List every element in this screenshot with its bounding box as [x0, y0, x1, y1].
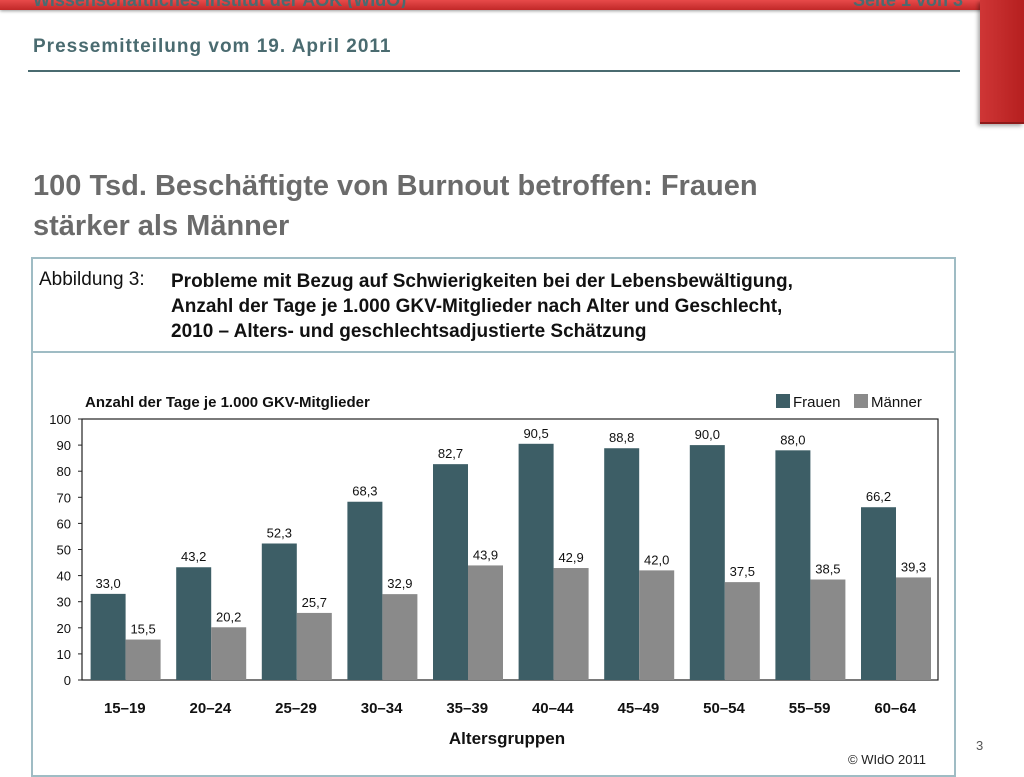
data-label-maenner: 32,9: [387, 576, 412, 591]
bar-frauen: [261, 543, 297, 680]
x-axis-title: Altersgruppen: [449, 729, 565, 748]
y-tick-label: 40: [57, 569, 71, 584]
data-label-frauen: 90,0: [695, 427, 720, 442]
x-tick-label: 40–44: [532, 700, 574, 717]
data-label-maenner: 42,9: [558, 550, 583, 565]
bar-frauen: [176, 567, 212, 680]
bar-frauen: [347, 501, 383, 680]
bar-maenner: [468, 565, 503, 680]
x-tick-label: 35–39: [446, 700, 488, 717]
bar-frauen: [433, 464, 468, 680]
bar-maenner: [639, 570, 675, 680]
data-label-frauen: 66,2: [866, 489, 891, 504]
y-tick-label: 20: [57, 621, 71, 636]
y-tick-label: 60: [57, 516, 71, 531]
x-tick-label: 60–64: [874, 700, 916, 717]
data-label-frauen: 33,0: [95, 576, 120, 591]
x-tick-label: 30–34: [361, 700, 403, 717]
bar-maenner: [724, 582, 760, 680]
data-label-frauen: 68,3: [352, 484, 377, 499]
figure-title: Probleme mit Bezug auf Schwierigkeiten b…: [171, 269, 931, 344]
y-tick-label: 80: [57, 464, 71, 479]
data-label-frauen: 52,3: [267, 525, 292, 540]
y-tick-label: 100: [49, 412, 71, 427]
legend-swatch-frauen: [776, 394, 790, 408]
bar-maenner: [125, 639, 161, 680]
x-tick-label: 50–54: [703, 700, 745, 717]
data-label-maenner: 25,7: [302, 595, 327, 610]
bar-frauen: [775, 450, 811, 680]
legend-label-maenner: Männer: [871, 394, 922, 411]
chart-title: Anzahl der Tage je 1.000 GKV-Mitglieder: [85, 394, 370, 411]
bar-frauen: [90, 593, 126, 680]
page-title-line-1: 100 Tsd. Beschäftigte von Burnout betrof…: [33, 170, 758, 202]
data-label-maenner: 15,5: [130, 622, 155, 637]
data-label-maenner: 37,5: [730, 564, 755, 579]
page-title: 100 Tsd. Beschäftigte von Burnout betrof…: [33, 166, 963, 246]
bar-maenner: [896, 577, 931, 680]
page-number: 3: [976, 738, 984, 753]
cut-off-header: Wissenschaftliches Institut der AOK (WId…: [33, 0, 963, 8]
figure-caption: Abbildung 3: Probleme mit Bezug auf Schw…: [33, 259, 954, 353]
figure-title-line-3: 2010 – Alters- und geschlechtsadjustiert…: [171, 321, 647, 342]
figure-label: Abbildung 3:: [39, 269, 145, 290]
x-tick-label: 15–19: [104, 700, 146, 717]
header-divider: [28, 70, 960, 72]
x-tick-label: 45–49: [618, 700, 660, 717]
y-tick-label: 30: [57, 595, 71, 610]
data-label-frauen: 88,8: [609, 430, 634, 445]
y-tick-label: 50: [57, 543, 71, 558]
x-tick-label: 20–24: [190, 700, 232, 717]
corner-accent-block: [980, 0, 1024, 124]
top-accent-bar: [0, 0, 1024, 10]
press-release-date: Pressemitteilung vom 19. April 2011: [33, 36, 392, 57]
bar-maenner: [211, 627, 247, 680]
x-tick-label: 55–59: [789, 700, 831, 717]
institute-name: Wissenschaftliches Institut der AOK (WId…: [33, 0, 406, 8]
y-tick-label: 90: [57, 438, 71, 453]
bar-frauen: [518, 443, 554, 680]
figure-title-line-2: Anzahl der Tage je 1.000 GKV-Mitglieder …: [171, 296, 783, 317]
legend-swatch-maenner: [854, 394, 868, 408]
bar-maenner: [810, 579, 846, 680]
data-label-maenner: 38,5: [815, 562, 840, 577]
bar-maenner: [553, 568, 589, 680]
bar-maenner: [382, 594, 418, 680]
bar-frauen: [689, 445, 725, 680]
data-label-maenner: 43,9: [473, 547, 498, 562]
page-title-line-2: stärker als Männer: [33, 210, 290, 242]
y-tick-label: 10: [57, 647, 71, 662]
bar-frauen: [861, 507, 896, 680]
data-label-frauen: 90,5: [523, 426, 548, 441]
data-label-frauen: 82,7: [438, 446, 463, 461]
y-tick-label: 70: [57, 490, 71, 505]
data-label-frauen: 43,2: [181, 549, 206, 564]
legend-label-frauen: Frauen: [793, 394, 841, 411]
data-label-maenner: 39,3: [901, 559, 926, 574]
data-label-frauen: 88,0: [780, 432, 805, 447]
page-indicator: Seite 1 von 3: [853, 0, 963, 8]
copyright-note: © WIdO 2011: [848, 752, 926, 767]
figure-title-line-1: Probleme mit Bezug auf Schwierigkeiten b…: [171, 271, 793, 292]
bar-maenner: [296, 612, 332, 680]
data-label-maenner: 42,0: [644, 552, 669, 567]
bar-frauen: [604, 448, 640, 680]
y-tick-label: 0: [64, 673, 71, 688]
x-tick-label: 25–29: [275, 700, 317, 717]
data-label-maenner: 20,2: [216, 609, 241, 624]
